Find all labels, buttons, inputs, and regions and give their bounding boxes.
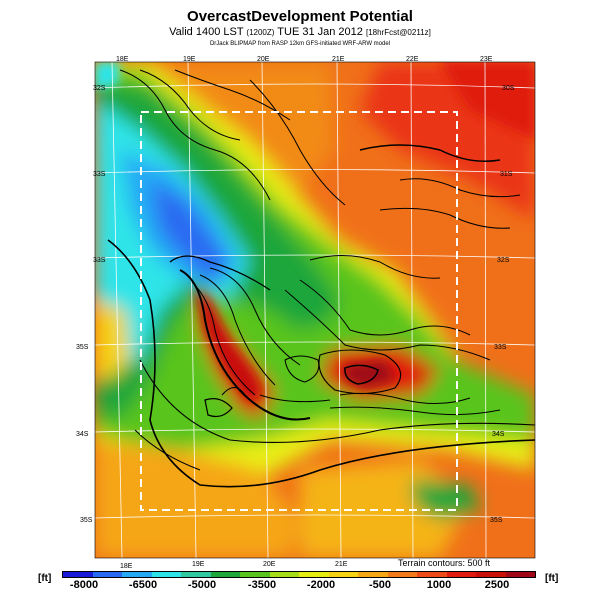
right-lat-label: 34S	[492, 431, 505, 438]
valid-time: Valid 1400 LST	[169, 26, 244, 38]
subdomain-box	[140, 111, 458, 511]
legend-swatch	[240, 572, 270, 577]
legend-label: 2500	[484, 579, 510, 591]
left-lat-label: 34S	[76, 431, 89, 438]
left-lat-label: 32S	[93, 85, 106, 92]
legend-swatch	[210, 572, 240, 577]
legend-label: -6500	[128, 579, 158, 591]
legend-swatch	[92, 572, 122, 577]
top-lon-label: 23E	[480, 56, 493, 63]
bottom-lon-label: 20E	[263, 561, 276, 568]
forecast-info: [18hrFcst@0211z]	[365, 28, 431, 37]
legend-swatch	[63, 572, 93, 577]
legend-label: 1000	[426, 579, 452, 591]
top-lon-label: 18E	[116, 56, 129, 63]
legend-unit-right: [ft]	[545, 573, 559, 584]
utc-time: (1200Z)	[246, 28, 275, 37]
map-subtitle: Valid 1400 LST (1200Z) TUE 31 Jan 2012 […	[0, 26, 600, 38]
legend-swatch	[151, 572, 181, 577]
legend-label: -3500	[247, 579, 277, 591]
left-lat-label: 35S	[80, 517, 93, 524]
legend-unit-left: [ft]	[38, 573, 52, 584]
bottom-lon-label: 21E	[335, 561, 348, 568]
legend-label: -500	[368, 579, 392, 591]
legend-label: -5000	[187, 579, 217, 591]
terrain-contours	[107, 69, 535, 488]
top-lon-label: 21E	[332, 56, 345, 63]
top-lon-label: 22E	[406, 56, 419, 63]
terrain-contour-note: Terrain contours: 500 ft	[398, 558, 491, 568]
bottom-lon-label: 19E	[192, 561, 205, 568]
left-lat-label: 33S	[93, 171, 106, 178]
legend-swatch	[328, 572, 358, 577]
model-credit: DrJack BLIPMAP from RASP 12km GFS-initia…	[209, 41, 391, 47]
legend-swatch	[505, 572, 535, 577]
left-lat-label: 33S	[93, 257, 106, 264]
bottom-lon-label: 18E	[120, 563, 133, 570]
color-field	[95, 62, 535, 558]
legend-swatch	[269, 572, 299, 577]
legend-swatch	[417, 572, 447, 577]
legend-label: -2000	[306, 579, 336, 591]
right-lat-label: 33S	[494, 344, 507, 351]
top-lon-label: 20E	[257, 56, 270, 63]
right-lat-label: 35S	[490, 517, 503, 524]
legend-swatch	[358, 572, 388, 577]
left-lat-label: 35S	[76, 344, 89, 351]
valid-date: TUE 31 Jan 2012	[277, 26, 363, 38]
legend-label: -8000	[69, 579, 99, 591]
map-title: OvercastDevelopment Potential	[187, 8, 413, 25]
right-lat-label: 31S	[500, 171, 513, 178]
right-lat-label: 32S	[497, 257, 510, 264]
legend-swatch	[446, 572, 476, 577]
legend-swatch	[299, 572, 329, 577]
color-scale-bar	[62, 571, 536, 578]
right-lat-label: 30S	[502, 85, 515, 92]
map-frame	[94, 61, 536, 559]
legend-swatch	[476, 572, 506, 577]
legend-swatch	[122, 572, 152, 577]
legend-swatch	[181, 572, 211, 577]
top-lon-label: 19E	[183, 56, 196, 63]
legend-swatch	[387, 572, 417, 577]
